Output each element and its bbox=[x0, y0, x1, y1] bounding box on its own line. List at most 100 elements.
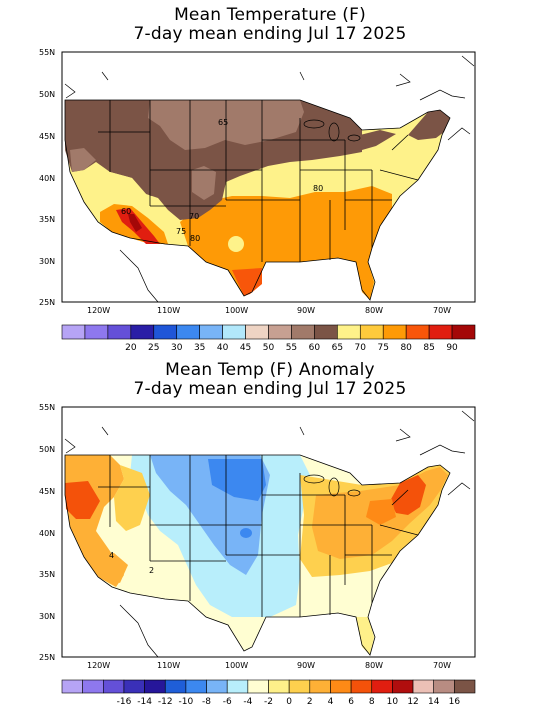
contour-label: 80 bbox=[313, 184, 323, 193]
colorbar-swatch bbox=[107, 324, 132, 340]
colorbar-label: 4 bbox=[328, 697, 334, 707]
colorbar-swatch bbox=[433, 679, 455, 694]
lat-label: 35N bbox=[39, 570, 55, 579]
colorbar-swatch bbox=[144, 679, 166, 694]
lon-label: 90W bbox=[297, 306, 315, 315]
state-borders bbox=[64, 454, 451, 656]
colorbar-swatch bbox=[350, 679, 373, 694]
colorbar-swatch bbox=[288, 679, 311, 694]
colorbar-swatch bbox=[359, 324, 384, 340]
anomaly-warmer-west bbox=[65, 481, 100, 519]
colorbar-label: 30 bbox=[171, 343, 183, 353]
mean-temperature-map: 65 60 70 75 80 80 55N 50N 45N 40N 35N 30… bbox=[39, 48, 476, 353]
colorbar-swatch bbox=[371, 679, 393, 694]
colorbar-swatch bbox=[337, 324, 361, 340]
colorbar-label: 0 bbox=[286, 697, 292, 707]
colorbar-swatch bbox=[291, 324, 315, 340]
contour-label: 60 bbox=[121, 207, 131, 216]
colorbar-swatch bbox=[226, 679, 249, 694]
colorbar-swatch bbox=[382, 324, 407, 340]
lon-label: 120W bbox=[87, 306, 110, 315]
longitude-labels: 120W 110W 100W 90W 80W 70W bbox=[87, 306, 451, 315]
lon-label: 70W bbox=[433, 306, 451, 315]
colorbar-swatch bbox=[314, 324, 338, 340]
contour-label: 4 bbox=[109, 551, 114, 560]
colorbar-label: -12 bbox=[158, 697, 173, 707]
lat-label: 45N bbox=[39, 487, 55, 496]
temp-90-texas bbox=[232, 268, 262, 296]
lat-label: 40N bbox=[39, 174, 55, 183]
colorbar-label: 50 bbox=[263, 343, 275, 353]
colorbar-swatch bbox=[428, 324, 453, 340]
map-frame bbox=[61, 51, 476, 303]
temp-70-northeast bbox=[408, 110, 450, 140]
colorbar-swatch bbox=[153, 324, 178, 340]
contour-label: 70 bbox=[189, 212, 199, 221]
colorbar-label: 12 bbox=[407, 697, 418, 707]
colorbar-swatch bbox=[309, 679, 331, 694]
colorbar-swatch bbox=[123, 679, 145, 694]
colorbar-label: -8 bbox=[202, 697, 211, 707]
map-title: Mean Temperature (F) bbox=[174, 5, 366, 25]
lat-label: 40N bbox=[39, 529, 55, 538]
colorbar-label: 25 bbox=[148, 343, 159, 353]
lat-label: 25N bbox=[39, 653, 55, 662]
lat-label: 35N bbox=[39, 215, 55, 224]
lat-label: 55N bbox=[39, 403, 55, 412]
colorbar-swatch bbox=[61, 679, 83, 694]
colorbar-swatch bbox=[330, 679, 352, 694]
colorbar-label: 55 bbox=[286, 343, 297, 353]
lon-label: 90W bbox=[297, 661, 315, 670]
map-title: Mean Temp (F) Anomaly bbox=[165, 360, 375, 380]
colorbar-swatch bbox=[222, 324, 246, 340]
colorbar-swatch bbox=[245, 324, 269, 340]
temp-85-region bbox=[180, 186, 392, 296]
colorbar-label: 70 bbox=[355, 343, 367, 353]
contour-label: 2 bbox=[149, 566, 154, 575]
anomaly-minus4-region bbox=[208, 459, 266, 501]
lon-label: 80W bbox=[365, 306, 383, 315]
map-subtitle: 7-day mean ending Jul 17 2025 bbox=[133, 24, 407, 44]
lat-label: 50N bbox=[39, 445, 55, 454]
lat-label: 25N bbox=[39, 298, 55, 307]
lat-label: 50N bbox=[39, 90, 55, 99]
map-frame bbox=[61, 406, 476, 658]
lon-label: 70W bbox=[433, 661, 451, 670]
lon-label: 100W bbox=[225, 306, 248, 315]
colorbar-label: 2 bbox=[307, 697, 313, 707]
lat-label: 55N bbox=[39, 48, 55, 57]
temp-85-florida bbox=[356, 262, 374, 300]
colorbar-label: 90 bbox=[446, 343, 458, 353]
colorbar-swatch bbox=[206, 679, 228, 694]
colorbar-label: 8 bbox=[369, 697, 375, 707]
temp-80-west bbox=[88, 170, 150, 214]
colorbar-label: -2 bbox=[264, 697, 273, 707]
colorbar-label: 60 bbox=[309, 343, 321, 353]
colorbar-swatch bbox=[268, 324, 292, 340]
temperature-colorbar: 20 25 30 35 40 45 50 55 60 65 70 75 80 85 90 bbox=[61, 324, 476, 353]
latitude-labels: 55N 50N 45N 40N 35N 30N 25N bbox=[39, 48, 55, 307]
anomaly-hot-northeast bbox=[390, 475, 426, 515]
colorbar-label: 80 bbox=[400, 343, 412, 353]
anomaly-colorbar: -16 -14 -12 -10 -8 -6 -4 -2 0 2 4 6 8 10 12 14 16 bbox=[61, 679, 476, 707]
lon-label: 110W bbox=[157, 661, 180, 670]
colorbar-swatch bbox=[176, 324, 200, 340]
colorbar-label: 45 bbox=[240, 343, 251, 353]
colorbar-label: 40 bbox=[217, 343, 229, 353]
colorbar-label: 35 bbox=[194, 343, 205, 353]
colorbar-label: 10 bbox=[387, 697, 399, 707]
mean-temperature-panel: Mean Temperature (F) 7-day mean ending J… bbox=[39, 5, 476, 353]
temperature-anomaly-map: 4 2 55N 50N 45N 40N 35N 30N 25N 120W 110… bbox=[39, 403, 476, 707]
lon-label: 120W bbox=[87, 661, 110, 670]
contour-labels: 4 2 bbox=[109, 551, 154, 575]
colorbar-swatch bbox=[405, 324, 430, 340]
colorbar-label: 85 bbox=[423, 343, 434, 353]
colorbar-label: -10 bbox=[179, 697, 194, 707]
colorbar-swatch bbox=[454, 679, 476, 694]
colorbar-swatch bbox=[130, 324, 155, 340]
lon-label: 100W bbox=[225, 661, 248, 670]
contour-labels: 65 60 70 75 80 80 bbox=[121, 118, 323, 243]
lat-label: 45N bbox=[39, 132, 55, 141]
colorbar-label: 20 bbox=[125, 343, 137, 353]
colorbar-label: 16 bbox=[449, 697, 461, 707]
